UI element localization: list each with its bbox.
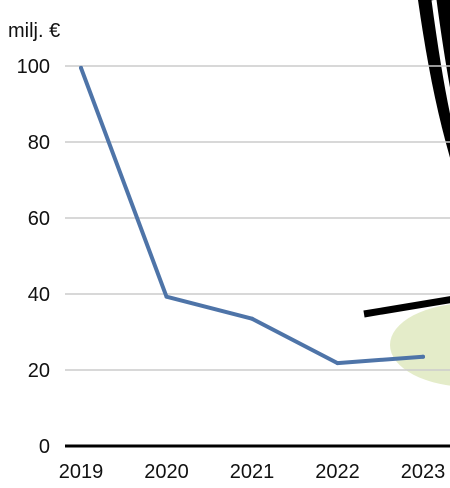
data-point xyxy=(164,294,169,299)
x-tick-label: 2023 xyxy=(401,461,446,483)
y-axis-tick-labels: 0 20 40 60 80 100 xyxy=(17,56,50,458)
data-point xyxy=(421,354,425,359)
series-layer xyxy=(79,65,425,366)
x-tick-label: 2022 xyxy=(315,461,360,483)
x-axis-tick-labels: 2019 2020 2021 2022 2023 xyxy=(59,461,446,483)
x-tick-label: 2021 xyxy=(230,461,275,483)
x-tick-label: 2019 xyxy=(59,461,104,483)
decoration-white-stripe xyxy=(431,0,450,114)
data-point xyxy=(79,65,83,70)
y-tick-label: 20 xyxy=(28,360,50,382)
decoration-black-stroke xyxy=(363,296,450,318)
data-point xyxy=(250,316,254,321)
y-tick-label: 100 xyxy=(17,56,50,78)
gridlines xyxy=(65,65,450,371)
decoration-green-blob xyxy=(390,304,450,386)
y-tick-label: 0 xyxy=(39,436,50,458)
decorative-illustration xyxy=(363,0,450,386)
y-tick-label: 80 xyxy=(28,132,50,154)
data-point xyxy=(335,361,340,366)
y-tick-label: 40 xyxy=(28,284,50,306)
y-tick-label: 60 xyxy=(28,208,50,230)
decoration-black-arc xyxy=(418,0,450,158)
y-unit-label: milj. € xyxy=(8,20,60,42)
x-tick-label: 2020 xyxy=(144,461,189,483)
